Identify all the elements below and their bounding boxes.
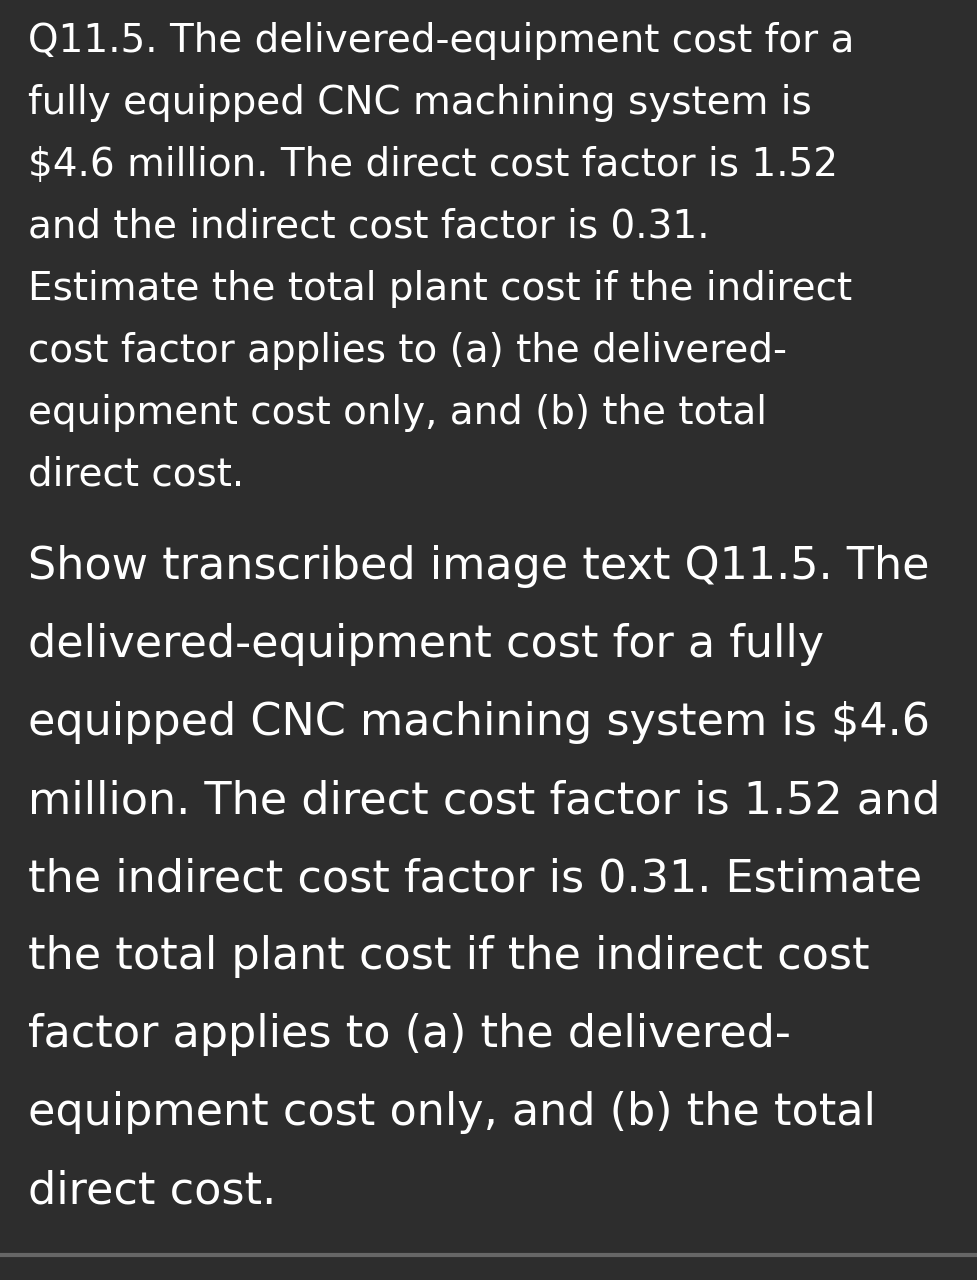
Text: cost factor applies to (a) the delivered-: cost factor applies to (a) the delivered… — [28, 332, 787, 370]
Text: delivered-equipment cost for a fully: delivered-equipment cost for a fully — [28, 623, 825, 666]
Text: the indirect cost factor is 0.31. Estimate: the indirect cost factor is 0.31. Estima… — [28, 858, 922, 900]
Text: Estimate the total plant cost if the indirect: Estimate the total plant cost if the ind… — [28, 270, 852, 308]
Text: equipment cost only, and (b) the total: equipment cost only, and (b) the total — [28, 1091, 875, 1134]
Text: Show transcribed image text Q11.5. The: Show transcribed image text Q11.5. The — [28, 545, 929, 588]
Text: equipment cost only, and (b) the total: equipment cost only, and (b) the total — [28, 394, 767, 431]
Text: $4.6 million. The direct cost factor is 1.52: $4.6 million. The direct cost factor is … — [28, 146, 838, 184]
Text: the total plant cost if the indirect cost: the total plant cost if the indirect cos… — [28, 934, 870, 978]
Text: equipped CNC machining system is $4.6: equipped CNC machining system is $4.6 — [28, 701, 930, 744]
Text: direct cost.: direct cost. — [28, 1169, 276, 1212]
Text: fully equipped CNC machining system is: fully equipped CNC machining system is — [28, 84, 812, 122]
Text: factor applies to (a) the delivered-: factor applies to (a) the delivered- — [28, 1012, 790, 1056]
Text: Q11.5. The delivered-equipment cost for a: Q11.5. The delivered-equipment cost for … — [28, 22, 854, 60]
Text: million. The direct cost factor is 1.52 and: million. The direct cost factor is 1.52 … — [28, 780, 941, 822]
Text: direct cost.: direct cost. — [28, 456, 244, 494]
Text: and the indirect cost factor is 0.31.: and the indirect cost factor is 0.31. — [28, 207, 709, 246]
